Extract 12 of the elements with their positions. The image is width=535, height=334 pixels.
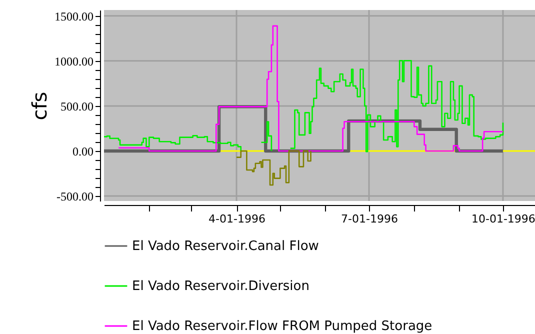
y-tick-label: 0.00	[72, 144, 94, 158]
legend-label: El Vado Reservoir.Flow FROM Pumped Storage	[132, 319, 432, 334]
x-tick-label: 4-01-1996	[208, 212, 266, 226]
y-tick-label: 1500.00	[54, 9, 94, 24]
y-tick-label: 1000.00	[54, 54, 94, 68]
y-tick-label: 500.00	[60, 99, 94, 114]
x-tick-label: 10-01-1996	[471, 212, 535, 226]
y-tick-label: -500.00	[56, 190, 94, 204]
y-axis-title: cfs	[28, 92, 52, 120]
legend-label: El Vado Reservoir.Diversion	[132, 279, 310, 294]
legend-label: El Vado Reservoir.Canal Flow	[132, 239, 320, 254]
x-tick-label: 7-01-1996	[341, 212, 398, 226]
